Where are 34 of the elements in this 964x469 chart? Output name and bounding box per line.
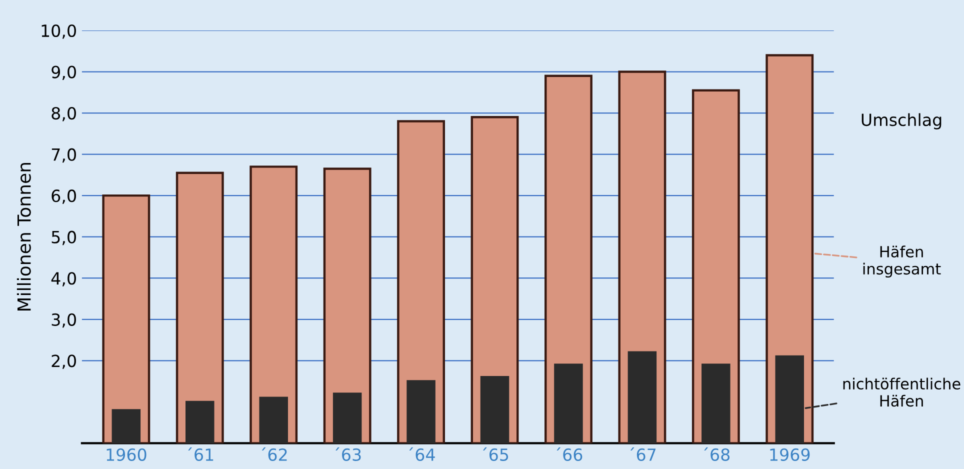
y-tick-label: 4,0 bbox=[51, 272, 76, 286]
y-axis-title: Millionen Tonnen bbox=[16, 162, 31, 311]
x-tick-label: ´67 bbox=[630, 447, 656, 461]
x-tick-label: ´63 bbox=[336, 447, 361, 461]
y-tick-label: 3,0 bbox=[52, 313, 76, 328]
bar bbox=[176, 172, 224, 444]
y-tick-label: 9,0 bbox=[52, 66, 76, 80]
bar bbox=[112, 409, 141, 444]
y-tick-label: 2,0 bbox=[52, 354, 76, 369]
y-tick-label: 10,0 bbox=[42, 24, 76, 39]
bar bbox=[702, 364, 730, 444]
x-tick-label: 1969 bbox=[770, 448, 810, 461]
bar bbox=[554, 364, 583, 444]
legend-label: Häfen insgesamt bbox=[863, 246, 941, 278]
bar bbox=[186, 400, 214, 444]
text: Umschlag bbox=[862, 113, 942, 130]
y-tick-label: 7,0 bbox=[52, 148, 76, 163]
bar bbox=[259, 396, 288, 444]
x-tick-label: ´68 bbox=[704, 447, 730, 461]
bar bbox=[628, 351, 657, 444]
x-tick-label: 1960 bbox=[106, 448, 146, 461]
x-tick-label: ´66 bbox=[556, 447, 582, 461]
bar bbox=[406, 380, 436, 444]
y-tick-label: 8,0 bbox=[52, 106, 76, 122]
text: nichtöffentliche Häfen bbox=[843, 378, 960, 407]
x-tick-label: ´61 bbox=[188, 447, 214, 461]
x-tick-label: ´65 bbox=[483, 447, 508, 461]
x-tick-label: ´64 bbox=[409, 447, 435, 461]
x-tick-label: ´62 bbox=[262, 447, 287, 461]
y-tick-label: 5,0 bbox=[52, 230, 76, 246]
bar bbox=[480, 376, 510, 444]
y-tick-label: 6,0 bbox=[52, 190, 76, 204]
bar bbox=[332, 392, 362, 444]
bar bbox=[102, 194, 150, 444]
